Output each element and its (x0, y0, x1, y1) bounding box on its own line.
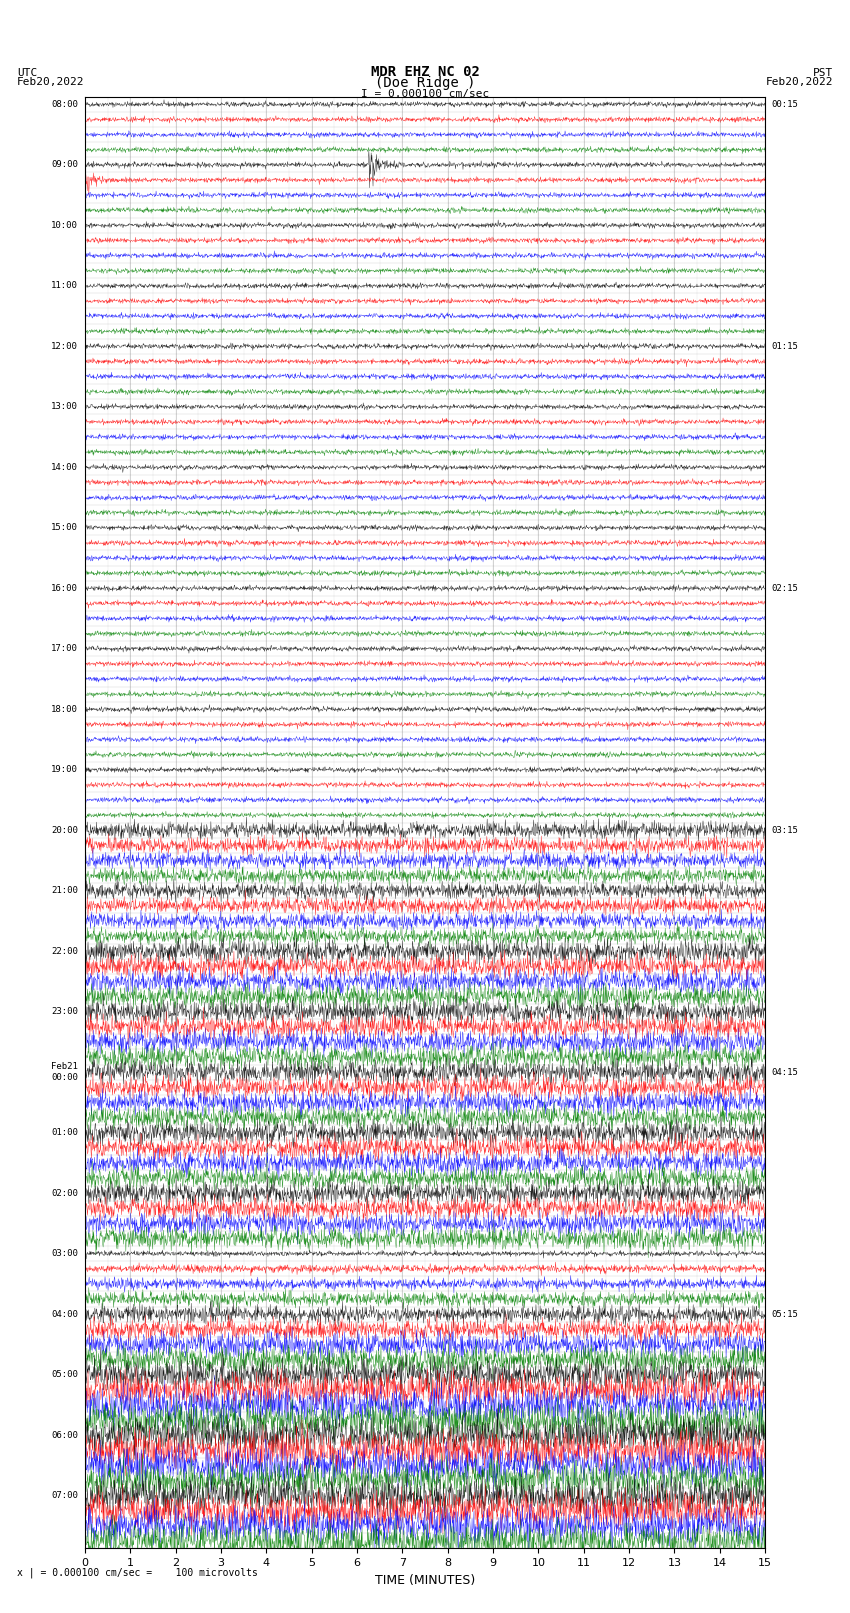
Text: 19:00: 19:00 (51, 765, 78, 774)
Text: 15:00: 15:00 (51, 523, 78, 532)
Text: Feb20,2022: Feb20,2022 (766, 77, 833, 87)
Text: MDR EHZ NC 02: MDR EHZ NC 02 (371, 65, 479, 79)
Text: 16:00: 16:00 (51, 584, 78, 592)
Text: Feb21
00:00: Feb21 00:00 (51, 1063, 78, 1082)
Text: 17:00: 17:00 (51, 644, 78, 653)
Text: 21:00: 21:00 (51, 886, 78, 895)
Text: 11:00: 11:00 (51, 281, 78, 290)
Text: 03:00: 03:00 (51, 1248, 78, 1258)
Text: 02:00: 02:00 (51, 1189, 78, 1197)
Text: 00:15: 00:15 (772, 100, 799, 108)
Text: 03:15: 03:15 (772, 826, 799, 834)
Text: 02:15: 02:15 (772, 584, 799, 592)
Text: 06:00: 06:00 (51, 1431, 78, 1439)
Text: 18:00: 18:00 (51, 705, 78, 713)
Text: 10:00: 10:00 (51, 221, 78, 229)
X-axis label: TIME (MINUTES): TIME (MINUTES) (375, 1574, 475, 1587)
Text: 12:00: 12:00 (51, 342, 78, 350)
Text: 05:15: 05:15 (772, 1310, 799, 1318)
Text: I = 0.000100 cm/sec: I = 0.000100 cm/sec (361, 89, 489, 98)
Text: (Doe Ridge ): (Doe Ridge ) (375, 76, 475, 90)
Text: 22:00: 22:00 (51, 947, 78, 955)
Text: PST: PST (813, 68, 833, 77)
Text: 04:15: 04:15 (772, 1068, 799, 1076)
Text: 01:15: 01:15 (772, 342, 799, 350)
Text: 20:00: 20:00 (51, 826, 78, 834)
Text: 01:00: 01:00 (51, 1127, 78, 1137)
Text: 14:00: 14:00 (51, 463, 78, 471)
Text: 05:00: 05:00 (51, 1369, 78, 1379)
Text: 08:00: 08:00 (51, 100, 78, 108)
Text: x | = 0.000100 cm/sec =    100 microvolts: x | = 0.000100 cm/sec = 100 microvolts (17, 1566, 258, 1578)
Text: 23:00: 23:00 (51, 1007, 78, 1016)
Text: UTC: UTC (17, 68, 37, 77)
Text: 13:00: 13:00 (51, 402, 78, 411)
Text: 07:00: 07:00 (51, 1490, 78, 1500)
Text: Feb20,2022: Feb20,2022 (17, 77, 84, 87)
Text: 04:00: 04:00 (51, 1310, 78, 1318)
Text: 09:00: 09:00 (51, 160, 78, 169)
